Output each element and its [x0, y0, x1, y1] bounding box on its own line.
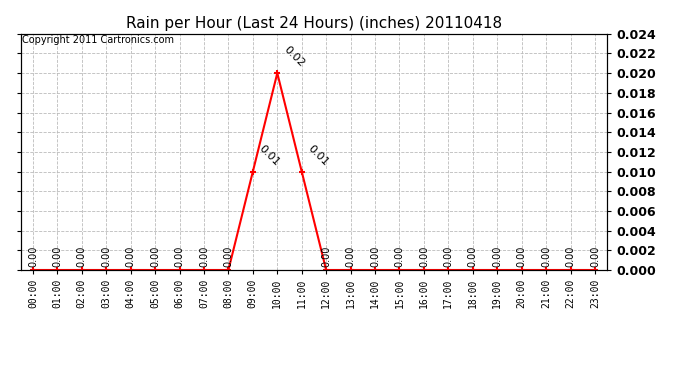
Text: 0.00: 0.00 — [419, 246, 429, 267]
Text: 0.00: 0.00 — [370, 246, 380, 267]
Text: 0.00: 0.00 — [492, 246, 502, 267]
Text: 0.00: 0.00 — [126, 246, 136, 267]
Text: 0.00: 0.00 — [517, 246, 526, 267]
Text: 0.01: 0.01 — [306, 143, 331, 167]
Text: 0.00: 0.00 — [150, 246, 160, 267]
Text: 0.00: 0.00 — [541, 246, 551, 267]
Text: 0.00: 0.00 — [590, 246, 600, 267]
Text: 0.00: 0.00 — [468, 246, 477, 267]
Text: 0.00: 0.00 — [101, 246, 111, 267]
Text: 0.00: 0.00 — [77, 246, 87, 267]
Text: 0.00: 0.00 — [224, 246, 233, 267]
Text: 0.00: 0.00 — [52, 246, 62, 267]
Text: 0.00: 0.00 — [175, 246, 184, 267]
Text: Copyright 2011 Cartronics.com: Copyright 2011 Cartronics.com — [22, 35, 174, 45]
Title: Rain per Hour (Last 24 Hours) (inches) 20110418: Rain per Hour (Last 24 Hours) (inches) 2… — [126, 16, 502, 31]
Text: 0.00: 0.00 — [346, 246, 355, 267]
Text: 0.00: 0.00 — [321, 246, 331, 267]
Text: 0.00: 0.00 — [28, 246, 38, 267]
Text: 0.00: 0.00 — [566, 246, 575, 267]
Text: 0.00: 0.00 — [444, 246, 453, 267]
Text: 0.01: 0.01 — [257, 143, 282, 167]
Text: 0.00: 0.00 — [199, 246, 209, 267]
Text: 0.02: 0.02 — [282, 44, 306, 69]
Text: 0.00: 0.00 — [395, 246, 404, 267]
